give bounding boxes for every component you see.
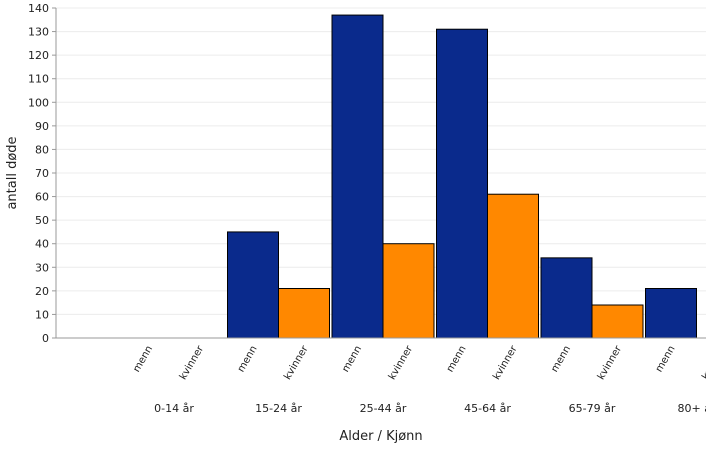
y-tick-label: 80 <box>35 143 49 156</box>
bar-menn <box>227 231 279 339</box>
x-axis-labels: menn kvinner 0-14 år menn kvinner 15-24 år men… <box>131 343 706 415</box>
y-tick-label: 120 <box>28 49 49 62</box>
age-group-label: 0-14 år <box>154 402 194 415</box>
bar-sex-label: menn <box>131 344 155 374</box>
y-tick-label: 90 <box>35 120 49 133</box>
bar-sex-label: menn <box>445 344 469 374</box>
bar-sex-label: menn <box>549 344 573 374</box>
age-group-label: 65-79 år <box>569 402 616 415</box>
bars <box>227 14 697 339</box>
bar-menn <box>645 288 697 339</box>
x-axis-title: Alder / Kjønn <box>339 429 422 444</box>
age-group-label: 25-44 år <box>360 402 407 415</box>
bar-sex-label: menn <box>654 344 678 374</box>
bar-kvinner <box>591 304 644 339</box>
age-group-label: 80+ år <box>678 402 706 415</box>
bar-sex-label: kvinner <box>387 343 416 382</box>
y-tick-label: 70 <box>35 167 49 180</box>
age-group-label: 15-24 år <box>255 402 302 415</box>
y-tick-label: 20 <box>35 285 49 298</box>
y-tick-label: 140 <box>28 2 49 15</box>
y-tick-label: 10 <box>35 308 49 321</box>
bar-kvinner <box>487 193 539 339</box>
y-tick-label: 110 <box>28 73 49 86</box>
age-group-label: 45-64 år <box>464 402 511 415</box>
y-tick-label: 100 <box>28 96 49 109</box>
bar-sex-label: menn <box>340 344 364 374</box>
bar-menn <box>540 257 593 339</box>
bar-sex-label: kvinner <box>178 343 207 382</box>
y-tick-label: 50 <box>35 214 49 227</box>
bar-sex-label: kvinner <box>700 343 706 382</box>
y-tick-label: 30 <box>35 261 49 274</box>
y-tick-label: 60 <box>35 191 49 204</box>
y-axis-title: antall døde <box>5 136 20 209</box>
y-axis-ticks: 0 10 20 30 40 50 60 70 80 90 100 110 120 130 140 <box>28 2 56 345</box>
bar-sex-label: menn <box>236 344 260 374</box>
bar-menn <box>331 14 384 339</box>
y-tick-label: 130 <box>28 26 49 39</box>
bar-sex-label: kvinner <box>282 343 311 382</box>
bar-kvinner <box>278 288 330 339</box>
y-tick-label: 40 <box>35 238 49 251</box>
bar-kvinner <box>382 243 435 339</box>
y-tick-label: 0 <box>42 332 49 345</box>
bar-sex-label: kvinner <box>491 343 520 382</box>
bar-sex-label: kvinner <box>596 343 625 382</box>
bar-menn <box>436 28 488 339</box>
